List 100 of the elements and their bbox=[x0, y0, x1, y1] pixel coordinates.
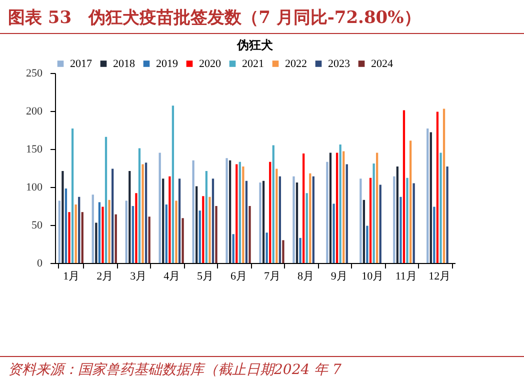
bar bbox=[208, 196, 211, 263]
legend-label: 2024 bbox=[371, 58, 394, 70]
bar bbox=[309, 173, 312, 263]
bar bbox=[360, 178, 362, 263]
bar bbox=[248, 206, 251, 263]
bar bbox=[299, 238, 302, 263]
bar bbox=[379, 184, 382, 263]
bar bbox=[409, 140, 412, 263]
bar bbox=[112, 168, 114, 263]
bar bbox=[142, 164, 144, 263]
chart-subtitle: 伪狂犬 bbox=[236, 38, 274, 52]
bar bbox=[236, 164, 238, 263]
x-tick-label: 3月 bbox=[130, 270, 147, 282]
bar bbox=[64, 188, 68, 263]
bar bbox=[202, 196, 204, 263]
bar bbox=[215, 206, 218, 263]
bar bbox=[125, 200, 128, 263]
bar bbox=[192, 160, 194, 263]
bar bbox=[95, 222, 98, 263]
bar bbox=[406, 178, 408, 263]
legend-label: 2018 bbox=[113, 58, 136, 70]
bar bbox=[135, 193, 138, 263]
legend-label: 2020 bbox=[199, 58, 222, 70]
bar bbox=[430, 132, 432, 263]
bar bbox=[108, 200, 110, 263]
bar bbox=[400, 196, 402, 263]
bar bbox=[138, 148, 141, 263]
bar bbox=[372, 163, 375, 263]
y-tick-label: 200 bbox=[26, 106, 43, 118]
bar bbox=[102, 206, 104, 263]
bar bbox=[104, 136, 108, 263]
bar bbox=[292, 176, 295, 263]
bar bbox=[226, 158, 228, 263]
bar bbox=[238, 162, 241, 263]
x-tick-label: 2月 bbox=[96, 270, 114, 282]
bar bbox=[339, 144, 342, 263]
bar bbox=[329, 152, 332, 263]
x-tick-label: 7月 bbox=[264, 270, 280, 282]
bar bbox=[393, 176, 396, 263]
bar bbox=[433, 206, 436, 263]
x-tick-label: 11月 bbox=[395, 270, 417, 282]
x-tick-label: 8月 bbox=[297, 270, 314, 282]
x-tick-label: 12月 bbox=[428, 270, 451, 282]
bar bbox=[440, 152, 442, 263]
x-tick-label: 9月 bbox=[330, 270, 348, 282]
bar bbox=[259, 182, 262, 263]
bar bbox=[442, 108, 446, 263]
bar bbox=[172, 106, 174, 263]
bar bbox=[78, 196, 80, 263]
bar bbox=[178, 178, 181, 263]
legend-label: 2021 bbox=[242, 58, 264, 70]
bar bbox=[158, 152, 161, 263]
bar bbox=[98, 202, 101, 263]
bar bbox=[242, 166, 244, 263]
bar bbox=[198, 210, 201, 263]
bar bbox=[302, 154, 305, 263]
bar bbox=[306, 193, 308, 263]
bar bbox=[446, 166, 448, 263]
bar bbox=[346, 164, 348, 263]
bar bbox=[369, 178, 372, 263]
x-tick-label: 5月 bbox=[197, 270, 214, 282]
bar bbox=[326, 162, 328, 263]
bar bbox=[232, 234, 234, 263]
bar bbox=[81, 212, 84, 263]
bar bbox=[205, 171, 208, 263]
bar bbox=[332, 204, 335, 263]
bar bbox=[245, 180, 248, 263]
bar bbox=[128, 171, 131, 263]
bar bbox=[366, 226, 368, 263]
x-tick-label: 1月 bbox=[63, 270, 80, 282]
bar bbox=[278, 176, 282, 263]
bar bbox=[312, 176, 314, 263]
bar bbox=[262, 180, 265, 263]
legend-label: 2022 bbox=[285, 58, 307, 70]
x-tick-label: 4月 bbox=[164, 270, 180, 282]
bar bbox=[71, 128, 74, 263]
bar bbox=[165, 204, 168, 263]
bar bbox=[62, 171, 64, 263]
bar bbox=[168, 176, 171, 263]
bar bbox=[148, 216, 150, 263]
y-tick-label: 100 bbox=[26, 182, 43, 194]
bar bbox=[196, 186, 198, 263]
chart-title: 图表 53 伪狂犬疫苗批签发数（7 月同比-72.80%） bbox=[0, 0, 524, 34]
y-tick-label: 150 bbox=[26, 144, 43, 156]
bar bbox=[92, 194, 94, 263]
bar bbox=[228, 160, 232, 263]
bar bbox=[296, 182, 298, 263]
bar bbox=[269, 162, 272, 263]
legend-label: 2019 bbox=[156, 58, 178, 70]
bar bbox=[74, 204, 77, 263]
x-tick-label: 6月 bbox=[230, 270, 248, 282]
bar bbox=[362, 200, 366, 263]
bar bbox=[282, 240, 284, 263]
bar bbox=[376, 152, 378, 263]
bar bbox=[396, 166, 398, 263]
bar bbox=[132, 206, 134, 263]
bar bbox=[276, 168, 278, 263]
bar bbox=[402, 110, 406, 263]
bar bbox=[412, 183, 415, 263]
y-tick-label: 250 bbox=[26, 68, 43, 80]
